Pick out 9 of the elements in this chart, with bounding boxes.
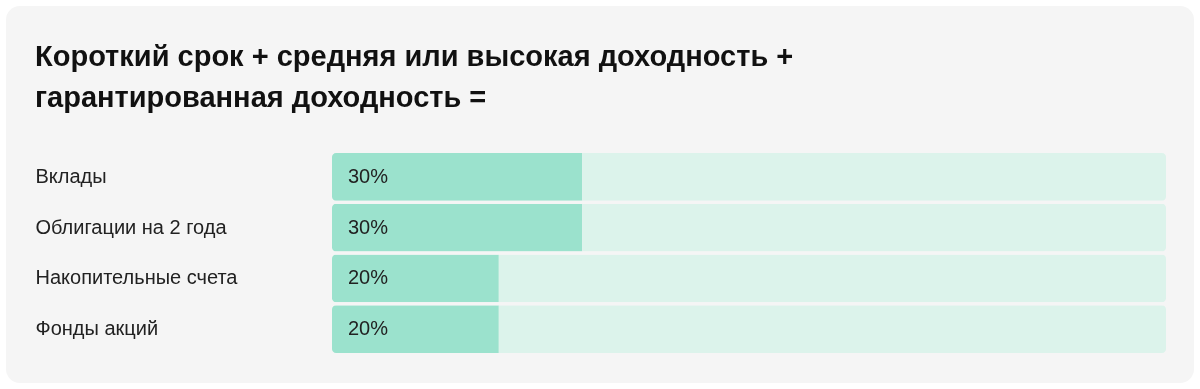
data-label: 30% xyxy=(348,215,389,238)
data-label: 20% xyxy=(348,266,389,289)
data-label: 30% xyxy=(348,164,389,187)
y-tick-label: Вклады xyxy=(35,164,107,187)
chart-title: Короткий срок + средняя или высокая доходность + гарантированная доходность = xyxy=(35,39,795,115)
data-label: 20% xyxy=(348,317,389,340)
y-tick-label: Фонды акций xyxy=(35,317,159,340)
y-tick-label: Облигации на 2 года xyxy=(35,215,228,238)
y-tick-label: Накопительные счета xyxy=(35,266,239,289)
